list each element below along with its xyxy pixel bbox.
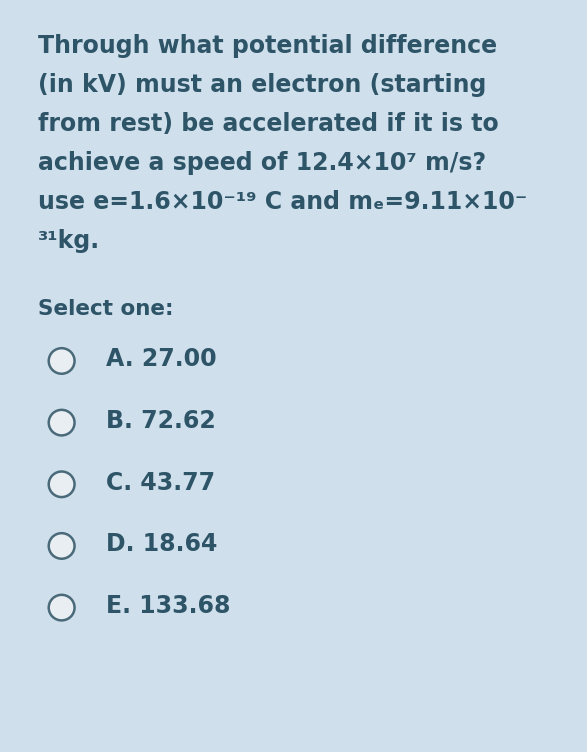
Ellipse shape bbox=[49, 472, 75, 497]
Text: B. 72.62: B. 72.62 bbox=[106, 409, 215, 433]
Ellipse shape bbox=[49, 410, 75, 435]
Text: Through what potential difference: Through what potential difference bbox=[38, 34, 497, 58]
Ellipse shape bbox=[49, 533, 75, 559]
Text: achieve a speed of 12.4×10⁷ m/s?: achieve a speed of 12.4×10⁷ m/s? bbox=[38, 151, 486, 175]
Text: A. 27.00: A. 27.00 bbox=[106, 347, 216, 371]
Ellipse shape bbox=[49, 348, 75, 374]
Text: ³¹kg.: ³¹kg. bbox=[38, 229, 100, 253]
Text: use e=1.6×10⁻¹⁹ C and mₑ=9.11×10⁻: use e=1.6×10⁻¹⁹ C and mₑ=9.11×10⁻ bbox=[38, 190, 528, 214]
Text: D. 18.64: D. 18.64 bbox=[106, 532, 217, 556]
Ellipse shape bbox=[49, 595, 75, 620]
Text: Select one:: Select one: bbox=[38, 299, 174, 319]
Text: from rest) be accelerated if it is to: from rest) be accelerated if it is to bbox=[38, 112, 499, 136]
Text: E. 133.68: E. 133.68 bbox=[106, 594, 230, 618]
Text: C. 43.77: C. 43.77 bbox=[106, 471, 215, 495]
Text: (in kV) must an electron (starting: (in kV) must an electron (starting bbox=[38, 73, 487, 97]
